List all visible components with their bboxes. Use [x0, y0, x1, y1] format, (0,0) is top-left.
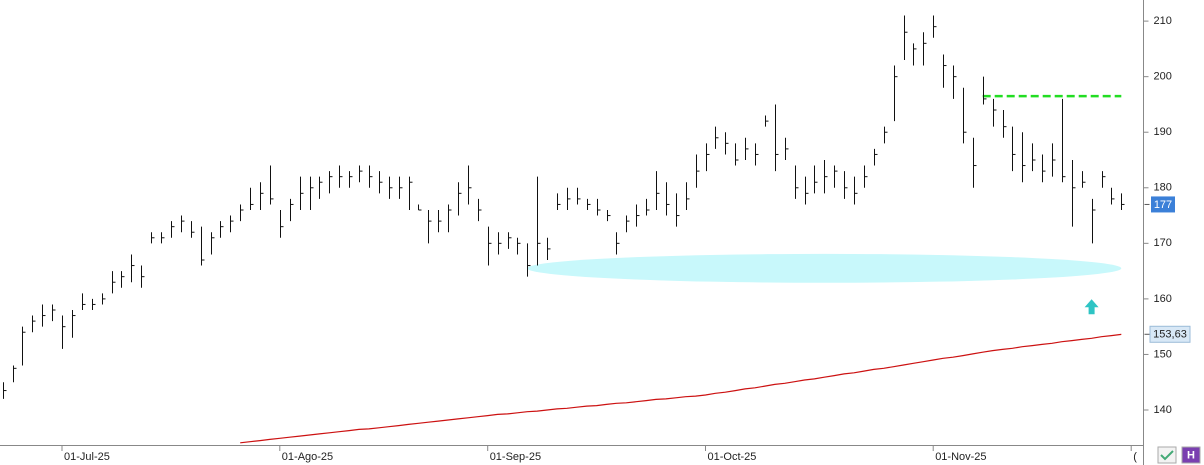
last-price-label: 177: [1154, 199, 1172, 211]
x-tick-label: (: [1133, 451, 1137, 463]
x-tick-label: 01-Ago-25: [282, 451, 333, 463]
y-tick-label: 200: [1154, 71, 1172, 83]
y-tick-label: 210: [1154, 15, 1172, 27]
y-tick-label: 150: [1154, 348, 1172, 360]
button[interactable]: [1181, 446, 1201, 464]
x-tick-label: 01-Sep-25: [490, 451, 541, 463]
hand-button[interactable]: [1157, 446, 1177, 464]
button[interactable]: [1157, 446, 1177, 464]
button-icon: [1160, 450, 1174, 461]
x-tick-label: 01-Oct-25: [708, 451, 757, 463]
save-button[interactable]: H: [1181, 446, 1201, 464]
y-tick-label: 140: [1154, 404, 1172, 416]
up-arrow: [1084, 299, 1099, 315]
x-tick-label: 01-Nov-25: [935, 451, 986, 463]
button-icon: H: [1187, 449, 1195, 461]
x-tick-label: 01-Jul-25: [64, 451, 110, 463]
moving-average-line: [240, 333, 1122, 444]
y-tick-label: 190: [1154, 126, 1172, 138]
last-price-box: [1151, 196, 1175, 213]
ma-box: [1149, 325, 1191, 343]
ma-label: 153,63: [1153, 329, 1187, 341]
support-zone: [527, 253, 1122, 283]
y-tick-label: 160: [1154, 293, 1172, 305]
y-tick-label: 180: [1154, 182, 1172, 194]
y-tick-label: 170: [1154, 237, 1172, 249]
